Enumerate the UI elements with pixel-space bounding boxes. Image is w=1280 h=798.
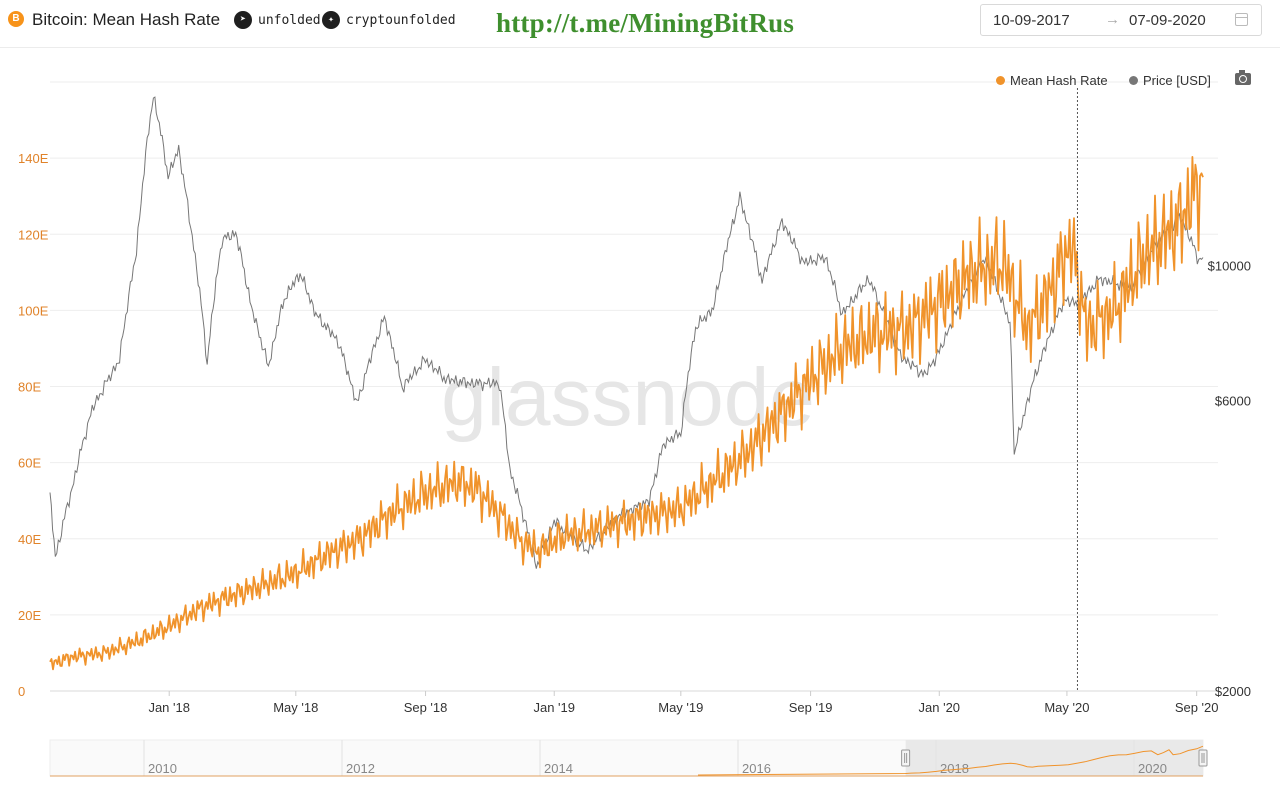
navigator-year-label: 2012 [346, 761, 375, 776]
x-tick-label: May '18 [273, 700, 318, 715]
twitter-link[interactable]: ✦ cryptounfolded [322, 11, 456, 29]
right-axis-labels: $2000 $6000 $10000 [1208, 258, 1251, 699]
y-left-tick-label: 100E [18, 303, 49, 318]
y-right-tick-label: $10000 [1208, 258, 1251, 273]
navigator-selection[interactable] [905, 740, 1203, 776]
legend-item-hashrate[interactable]: Mean Hash Rate [996, 73, 1108, 88]
y-left-tick-label: 20E [18, 608, 41, 623]
chart-header: B Bitcoin: Mean Hash Rate ➤ unfolded ✦ c… [0, 0, 1280, 48]
gridlines [50, 81, 1218, 692]
navigator-year-label: 2018 [940, 761, 969, 776]
navigator-year-label: 2014 [544, 761, 573, 776]
x-tick-label: Jan '18 [148, 700, 190, 715]
y-right-tick-label: $6000 [1215, 393, 1251, 408]
calendar-icon[interactable] [1235, 13, 1248, 26]
telegram-label: unfolded [258, 12, 321, 28]
series-layer [49, 96, 1204, 671]
navigator: 2010 2012 2014 2016 2018 2020 [49, 739, 1208, 777]
x-tick-label: Sep '18 [404, 700, 448, 715]
bitcoin-logo-icon: B [8, 11, 24, 27]
camera-icon[interactable] [1235, 70, 1251, 85]
watermark: glassnode [441, 352, 815, 443]
date-range-picker[interactable]: 10-09-2017 → 07-09-2020 [980, 4, 1262, 36]
y-left-tick-label: 80E [18, 380, 41, 395]
date-to[interactable]: 07-09-2020 [1129, 12, 1206, 29]
range-arrow-icon: → [1105, 11, 1120, 28]
y-left-tick-label: 60E [18, 456, 41, 471]
x-tick-label: May '20 [1044, 700, 1089, 715]
y-left-tick-label: 40E [18, 532, 41, 547]
telegram-icon: ➤ [234, 11, 252, 29]
x-tick-label: Sep '20 [1175, 700, 1219, 715]
twitter-label: cryptounfolded [346, 12, 456, 28]
hashrate-line [49, 155, 1204, 671]
y-left-tick-label: 0 [18, 684, 25, 699]
x-tick-label: Jan '19 [533, 700, 575, 715]
y-left-tick-label: 120E [18, 227, 49, 242]
date-from[interactable]: 10-09-2017 [993, 12, 1070, 29]
legend-item-price[interactable]: Price [USD] [1129, 73, 1211, 88]
legend-label-price: Price [USD] [1143, 73, 1211, 88]
legend-dot-price [1129, 76, 1138, 85]
x-tick-label: Sep '19 [789, 700, 833, 715]
navigator-year-label: 2020 [1138, 761, 1167, 776]
navigator-year-label: 2016 [742, 761, 771, 776]
y-left-tick-label: 140E [18, 151, 49, 166]
y-right-tick-label: $2000 [1215, 684, 1251, 699]
legend-dot-hashrate [996, 76, 1005, 85]
twitter-icon: ✦ [322, 11, 340, 29]
navigator-series-line [697, 745, 1204, 776]
navigator-handle[interactable] [901, 749, 911, 767]
promo-link[interactable]: http://t.me/MiningBitRus [496, 8, 795, 38]
x-axis-labels: Jan '18 May '18 Sep '18 Jan '19 May '19 Sep '… [148, 691, 1219, 715]
x-tick-label: Jan '20 [919, 700, 961, 715]
telegram-link[interactable]: ➤ unfolded [234, 11, 321, 29]
price-line [49, 96, 1204, 569]
chart-title: Bitcoin: Mean Hash Rate [32, 10, 221, 29]
left-axis-labels: 0 20E 40E 60E 80E 100E 120E 140E [18, 151, 49, 699]
navigator-handle[interactable] [1198, 749, 1208, 767]
navigator-year-label: 2010 [148, 761, 177, 776]
x-tick-label: May '19 [658, 700, 703, 715]
legend-label-hashrate: Mean Hash Rate [1010, 73, 1108, 88]
